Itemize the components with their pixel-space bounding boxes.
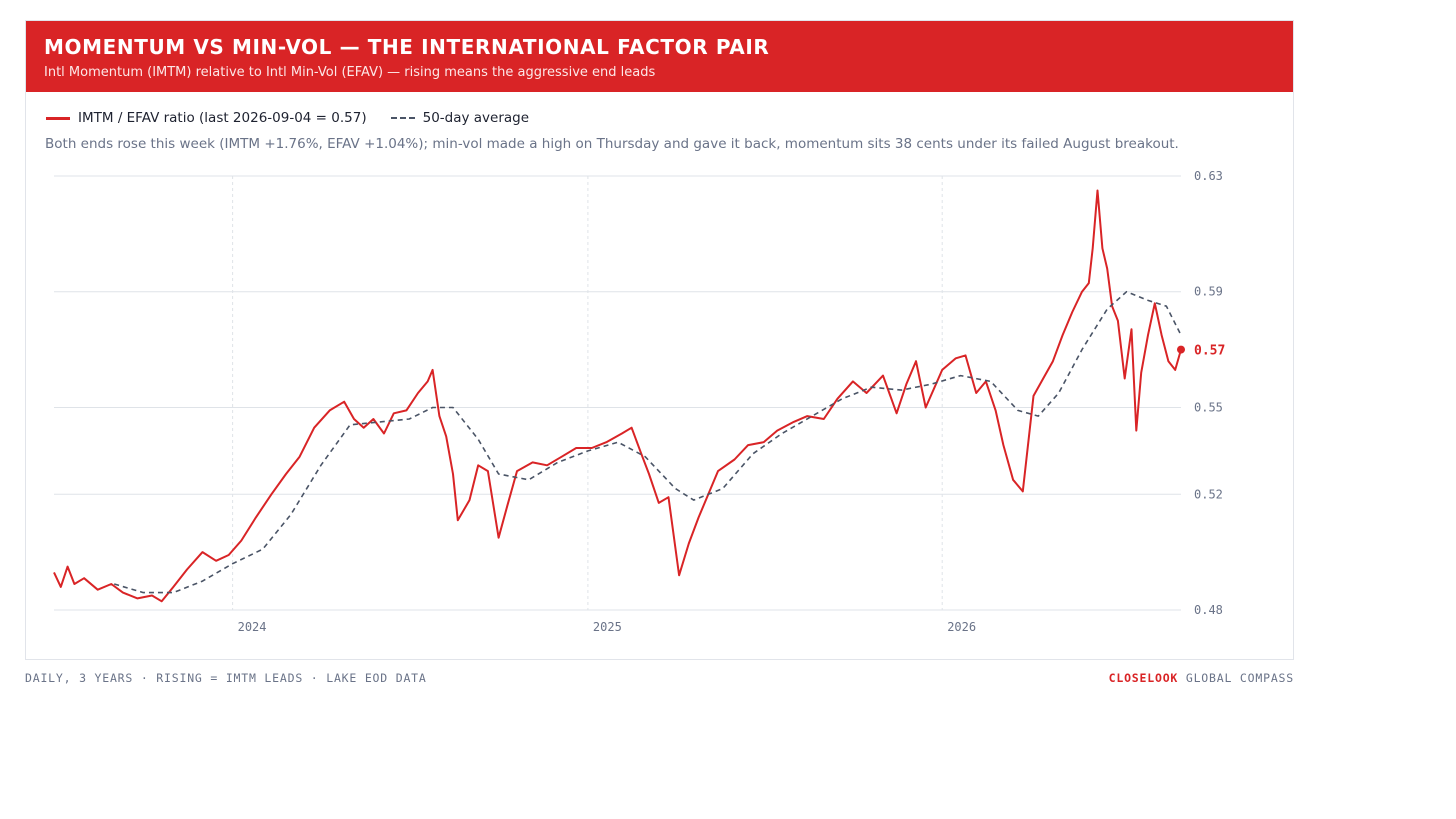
- last-value-label: 0.57: [1194, 344, 1225, 359]
- legend: IMTM / EFAV ratio (last 2026-09-04 = 0.5…: [46, 110, 553, 126]
- x-tick-label: 2024: [238, 620, 267, 634]
- chart-card: MOMENTUM VS MIN-VOL — THE INTERNATIONAL …: [25, 20, 1294, 660]
- y-tick-label: 0.59: [1194, 285, 1223, 299]
- last-value-dot: [1177, 345, 1185, 354]
- legend-swatch-average: [390, 117, 415, 119]
- x-tick-label: 2026: [947, 620, 976, 634]
- brand-suffix: GLOBAL COMPASS: [1178, 671, 1294, 685]
- legend-label-ratio: IMTM / EFAV ratio (last 2026-09-04 = 0.5…: [78, 110, 367, 126]
- legend-item-average: 50-day average: [390, 110, 530, 126]
- legend-swatch-ratio: [46, 116, 70, 120]
- chart-subtitle: Intl Momentum (IMTM) relative to Intl Mi…: [44, 65, 656, 80]
- footer-brand: CLOSELOOK GLOBAL COMPASS: [1109, 671, 1294, 685]
- title-banner: MOMENTUM VS MIN-VOL — THE INTERNATIONAL …: [26, 21, 1293, 92]
- series-line-ratio: [53, 189, 1182, 603]
- line-chart: 0.48 0.52 0.55 0.59 0.63 2024 2025 2026 0.57: [53, 169, 1225, 634]
- y-tick-label: 0.48: [1194, 603, 1223, 617]
- chart-title: MOMENTUM VS MIN-VOL — THE INTERNATIONAL …: [44, 35, 770, 59]
- y-tick-label: 0.63: [1194, 169, 1223, 183]
- y-tick-label: 0.52: [1194, 487, 1223, 501]
- y-tick-label: 0.55: [1194, 400, 1223, 414]
- chart-note: Both ends rose this week (IMTM +1.76%, E…: [45, 136, 1179, 152]
- footer-source: DAILY, 3 YEARS · RISING = IMTM LEADS · L…: [25, 671, 427, 685]
- legend-item-ratio: IMTM / EFAV ratio (last 2026-09-04 = 0.5…: [46, 110, 367, 126]
- brand-name: CLOSELOOK: [1108, 671, 1179, 685]
- legend-label-average: 50-day average: [422, 110, 530, 126]
- series-line-average: [113, 290, 1182, 594]
- x-tick-label: 2025: [593, 620, 622, 634]
